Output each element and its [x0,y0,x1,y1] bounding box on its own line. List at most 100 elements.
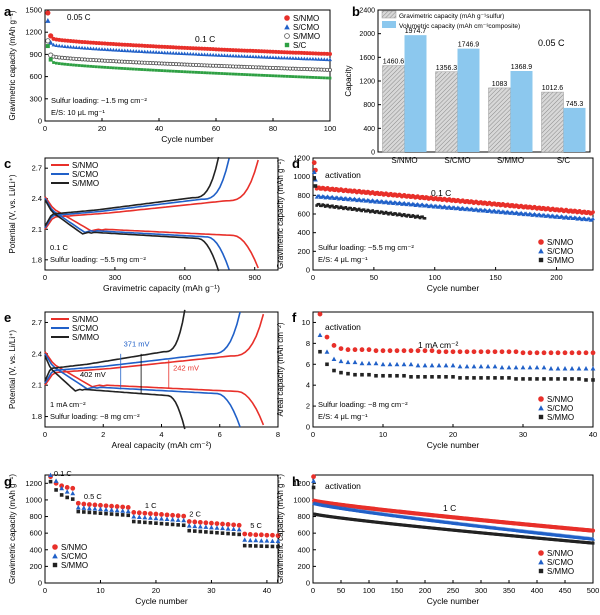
data-point [168,50,173,55]
rate-label: 0.5 C [84,492,103,501]
data-point [231,532,236,536]
y-tick-label: 10 [302,318,310,327]
discharge-curve [44,353,241,428]
x-tick-label: 450 [559,586,572,595]
data-point [344,206,348,209]
data-point [153,515,159,521]
x-axis-label: Cycle number [135,596,188,606]
data-point [169,69,172,73]
data-point [248,54,253,59]
legend-swatch-volumetric [382,21,396,28]
data-point [237,532,241,537]
data-point [331,343,337,348]
y-tick-label: 2.1 [32,225,42,234]
data-point [97,65,101,69]
legend-marker-0 [538,239,544,245]
y-axis-label: Capacity [344,65,353,96]
data-point [154,521,158,525]
data-point [345,347,351,353]
legend-label-3: S/C [293,41,307,50]
x-tick-label: 8 [276,430,280,439]
y-tick-label: 600 [29,72,42,81]
data-point [177,70,181,73]
annotation-rate: 0.1 C [431,188,451,198]
y-tick-label: 300 [29,94,42,103]
data-point [203,524,209,529]
data-point [197,519,203,525]
data-point [48,33,54,39]
data-point [120,66,124,70]
legend-label-volumetric: Volumetric capacity (mAh cm⁻³composite) [399,23,520,30]
data-point [325,76,329,80]
data-point [171,69,175,73]
y-tick-label: 2.1 [32,381,42,390]
data-point [528,377,532,381]
data-point [591,210,595,215]
category-label: S/NMO [391,156,417,165]
data-point [68,44,73,49]
data-point [220,531,225,535]
x-tick-label: 4 [159,430,163,439]
data-point [243,73,246,76]
data-point [317,332,323,337]
data-point [402,373,406,378]
data-point [188,51,193,56]
y-tick-label: 0 [38,117,42,126]
y-tick-label: 0 [306,423,310,432]
legend-marker-0 [52,544,58,550]
charge-curve [44,311,241,384]
data-point [328,57,332,62]
data-point [205,52,210,57]
data-point [422,348,428,354]
data-point [137,67,141,71]
data-point [174,69,178,73]
data-point [151,50,156,54]
panel-f: f 0 10 20 30 40 0 2 4 6 8 10 Cycle number Areal capac… [276,310,597,450]
data-point [48,479,53,484]
data-point [416,375,420,379]
annotation-sulfur-loading: Sulfur loading: ~5.5 mg cm⁻² [318,243,414,252]
data-point [409,375,413,379]
data-point [300,75,303,79]
y-tick-label: 800 [29,512,42,521]
data-point [471,349,477,355]
x-tick-label: 0 [43,124,47,133]
data-point [209,530,214,535]
data-point [357,207,361,211]
bar-gravimetric [382,65,405,153]
data-point [142,514,148,520]
data-point [153,511,159,517]
x-tick-label: 40 [263,586,271,595]
data-point [506,365,512,370]
annotation-sulfur-loading: Sulfur loading: ~8 mg cm⁻² [50,412,140,421]
x-tick-label: 150 [489,273,502,282]
data-point [191,70,195,74]
data-point [280,74,283,78]
data-point [98,506,103,512]
data-point [325,57,330,62]
data-point [367,209,371,212]
data-point [88,46,93,51]
data-point [359,360,365,366]
data-point [131,67,135,71]
x-axis-label: Cycle number [427,440,480,450]
data-point [217,71,221,75]
data-point [331,204,334,208]
data-point [311,160,317,166]
legend-marker-1 [538,559,544,565]
x-tick-label: 0 [311,430,315,439]
annotation-rate: 0.1 C [195,34,215,44]
legend-marker-1 [52,553,58,559]
data-point [142,510,148,516]
y-tick-label: 400 [297,228,310,237]
x-axis-label: Cycle number [427,596,480,606]
data-point [562,350,568,356]
data-point [53,478,59,483]
x-tick-label: 10 [96,586,104,595]
data-point [270,538,275,544]
data-point [349,206,353,210]
y-tick-label: 0 [38,579,42,588]
data-point [590,350,596,356]
data-point [86,64,90,68]
annotation-rate: 1 C [443,503,456,513]
